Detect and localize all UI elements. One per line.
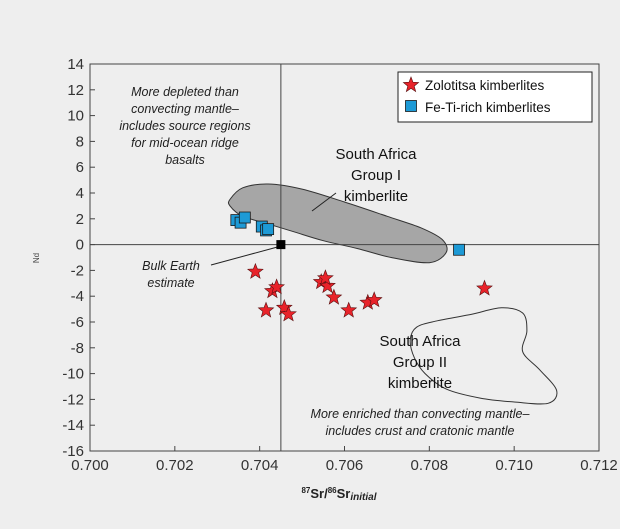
y-tick-label: 0 bbox=[76, 237, 84, 254]
region-1-label-line: kimberlite bbox=[344, 188, 408, 205]
annotation-depleted-line: includes source regions bbox=[119, 119, 250, 133]
y-tick-label: 10 bbox=[67, 108, 84, 125]
zolotitsa-point bbox=[325, 288, 343, 305]
region-2-label-line: kimberlite bbox=[388, 375, 452, 392]
axis-ticks: 14 12 10 8 6 4 2 0 -2 -4 -6 -8 -10 -12 -14 -160.700 0.70… bbox=[62, 56, 617, 474]
y-tick-label: 2 bbox=[76, 211, 84, 228]
zolotitsa-point bbox=[246, 262, 264, 279]
annotation-depleted-line: convecting mantle– bbox=[131, 102, 240, 116]
legend-label-fe-ti: Fe-Ti-rich kimberlites bbox=[425, 100, 551, 115]
legend-label-zolotitsa: Zolotitsa kimberlites bbox=[425, 78, 545, 93]
region-2-label: South Africa Group II kimberlite bbox=[380, 333, 462, 392]
region-2-label-line: South Africa bbox=[380, 333, 462, 350]
x-label-t1: Sr/ bbox=[310, 486, 328, 501]
zolotitsa-point bbox=[257, 301, 275, 318]
annotation-bulk-earth-line: estimate bbox=[147, 276, 194, 290]
annotation-enriched: More enriched than convecting mantle– inc… bbox=[311, 407, 531, 438]
legend-box bbox=[397, 71, 593, 123]
annotation-enriched-line: More enriched than convecting mantle– bbox=[311, 407, 531, 421]
x-axis-label: 87Sr/86Srinitial bbox=[301, 486, 376, 503]
y-tick-label: 6 bbox=[76, 159, 84, 176]
x-tick-label: 0.710 bbox=[495, 457, 533, 474]
zolotitsa-point bbox=[340, 301, 358, 318]
legend-star-icon bbox=[402, 76, 420, 93]
annotation-depleted-line: for mid-ocean ridge bbox=[131, 136, 239, 150]
annotation-depleted: More depleted than convecting mantle– incl… bbox=[119, 85, 250, 167]
y-tick-label: -6 bbox=[71, 314, 84, 331]
region-2-label-line: Group II bbox=[393, 354, 447, 371]
reference-lines bbox=[90, 64, 599, 451]
zolotitsa-point bbox=[476, 279, 493, 296]
x-tick-label: 0.706 bbox=[326, 457, 364, 474]
region-1-leader bbox=[311, 192, 337, 212]
fe-ti-point bbox=[453, 243, 465, 256]
y-tick-label: -8 bbox=[71, 340, 84, 357]
y-tick-label: 8 bbox=[76, 133, 84, 150]
y-tick-label: -2 bbox=[71, 262, 84, 279]
zolotitsa-point bbox=[280, 305, 297, 322]
region-2-shape bbox=[409, 307, 558, 405]
y-tick-label: -12 bbox=[62, 391, 84, 408]
zolotitsa-point bbox=[275, 298, 293, 315]
y-tick-label: -10 bbox=[62, 366, 84, 383]
y-tick-label: -4 bbox=[71, 288, 84, 305]
y-tick-label: 12 bbox=[67, 82, 84, 99]
bulk-earth-leader bbox=[210, 246, 280, 266]
x-label-sup1: 87 bbox=[301, 486, 310, 495]
data-points bbox=[230, 211, 493, 322]
y-tick-label: -14 bbox=[62, 417, 84, 434]
annotation-bulk-earth-line: Bulk Earth bbox=[142, 259, 200, 273]
y-tick-label: 14 bbox=[67, 56, 84, 73]
annotation-depleted-line: basalts bbox=[165, 153, 205, 167]
annotation-bulk-earth: Bulk Earth estimate bbox=[142, 259, 200, 290]
bulk-earth-point bbox=[276, 240, 286, 250]
x-label-sub: initial bbox=[350, 492, 376, 503]
zolotitsa-point bbox=[268, 278, 285, 295]
region-1-label-line: South Africa bbox=[336, 146, 418, 163]
zolotitsa-point bbox=[316, 269, 334, 286]
zolotitsa-point bbox=[365, 291, 383, 308]
y-axis-label: Nd bbox=[32, 253, 41, 263]
annotations: More depleted than convecting mantle– incl… bbox=[119, 85, 530, 438]
x-label-t2: Sr bbox=[337, 486, 351, 501]
legend: Zolotitsa kimberlites Fe-Ti-rich kimberli… bbox=[397, 71, 593, 123]
annotation-depleted-line: More depleted than bbox=[131, 85, 239, 99]
x-tick-label: 0.700 bbox=[71, 457, 109, 474]
x-tick-label: 0.708 bbox=[411, 457, 449, 474]
x-tick-label: 0.712 bbox=[580, 457, 618, 474]
legend-square-icon bbox=[405, 100, 417, 112]
annotation-enriched-line: includes crust and cratonic mantle bbox=[326, 424, 515, 438]
fe-ti-point bbox=[262, 223, 275, 236]
region-1-label-line: Group I bbox=[351, 167, 401, 184]
region-1-label: South Africa Group I kimberlite bbox=[336, 146, 418, 205]
y-tick-label: 4 bbox=[76, 185, 84, 202]
x-tick-label: 0.702 bbox=[156, 457, 194, 474]
x-tick-label: 0.704 bbox=[241, 457, 279, 474]
y-tick-label: -16 bbox=[62, 443, 84, 460]
x-label-sup2: 86 bbox=[328, 486, 337, 495]
fe-ti-point bbox=[238, 211, 251, 224]
